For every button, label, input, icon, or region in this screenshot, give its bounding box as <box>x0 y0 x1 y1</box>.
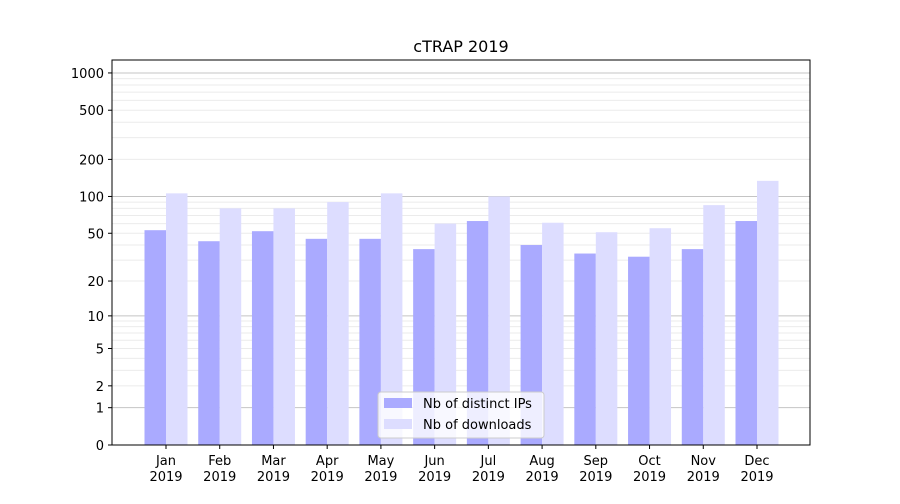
bar-distinct-ips <box>681 249 704 445</box>
bar-downloads <box>595 232 618 445</box>
y-tick-label: 50 <box>87 227 104 242</box>
bar-distinct-ips <box>735 221 757 445</box>
bar-downloads <box>488 196 510 445</box>
y-tick-label: 1000 <box>71 67 104 82</box>
bar-downloads <box>649 228 672 445</box>
y-tick-label: 0 <box>96 439 104 454</box>
y-tick-label: 10 <box>87 310 104 325</box>
x-tick-label: Mar 2019 <box>257 454 290 485</box>
legend-label: Nb of distinct IPs <box>423 397 532 412</box>
plot-frame <box>111 59 811 446</box>
bar-downloads <box>542 222 564 445</box>
x-tick-label: May 2019 <box>364 454 397 485</box>
legend-swatch <box>384 398 412 408</box>
legend-label: Nb of downloads <box>423 418 532 433</box>
bar-distinct-ips <box>628 256 650 445</box>
x-tick-label: Jul 2019 <box>472 454 505 485</box>
x-tick-label: Oct 2019 <box>633 454 666 485</box>
y-tick-label: 500 <box>79 104 104 119</box>
bar-distinct-ips <box>574 253 596 445</box>
y-tick-label: 20 <box>87 275 104 290</box>
bar-downloads <box>434 223 457 445</box>
bar-downloads <box>380 193 403 445</box>
x-tick-label: Dec 2019 <box>740 454 773 485</box>
bar-distinct-ips <box>144 230 166 445</box>
x-tick-label: Sep 2019 <box>579 454 612 485</box>
x-tick-label: Jan 2019 <box>149 454 182 485</box>
chart-title: cTRAP 2019 <box>413 37 508 56</box>
x-tick-label: Nov 2019 <box>687 454 720 485</box>
legend-swatch <box>384 419 412 429</box>
bar-distinct-ips <box>305 238 328 445</box>
y-tick-label: 1 <box>96 402 104 417</box>
x-tick-label: Feb 2019 <box>203 454 236 485</box>
bar-downloads <box>273 208 295 445</box>
bar-downloads <box>327 202 349 445</box>
bar-downloads <box>166 193 188 445</box>
bar-downloads <box>703 205 725 445</box>
legend-box <box>377 391 545 439</box>
bar-distinct-ips <box>359 238 381 445</box>
bar-distinct-ips <box>251 231 274 445</box>
y-tick-label: 2 <box>96 380 104 395</box>
x-tick-label: Apr 2019 <box>311 454 344 485</box>
legend: Nb of distinct IPs Nb of downloads <box>377 391 545 439</box>
bar-downloads <box>219 208 242 445</box>
y-tick-label: 5 <box>96 343 104 358</box>
y-tick-label: 100 <box>79 190 104 205</box>
bar-downloads <box>757 180 779 445</box>
y-tick-label: 200 <box>79 153 104 168</box>
bar-distinct-ips <box>466 221 489 445</box>
x-tick-label: Jun 2019 <box>418 454 451 485</box>
x-tick-label: Aug 2019 <box>526 454 559 485</box>
bar-distinct-ips <box>198 241 220 445</box>
